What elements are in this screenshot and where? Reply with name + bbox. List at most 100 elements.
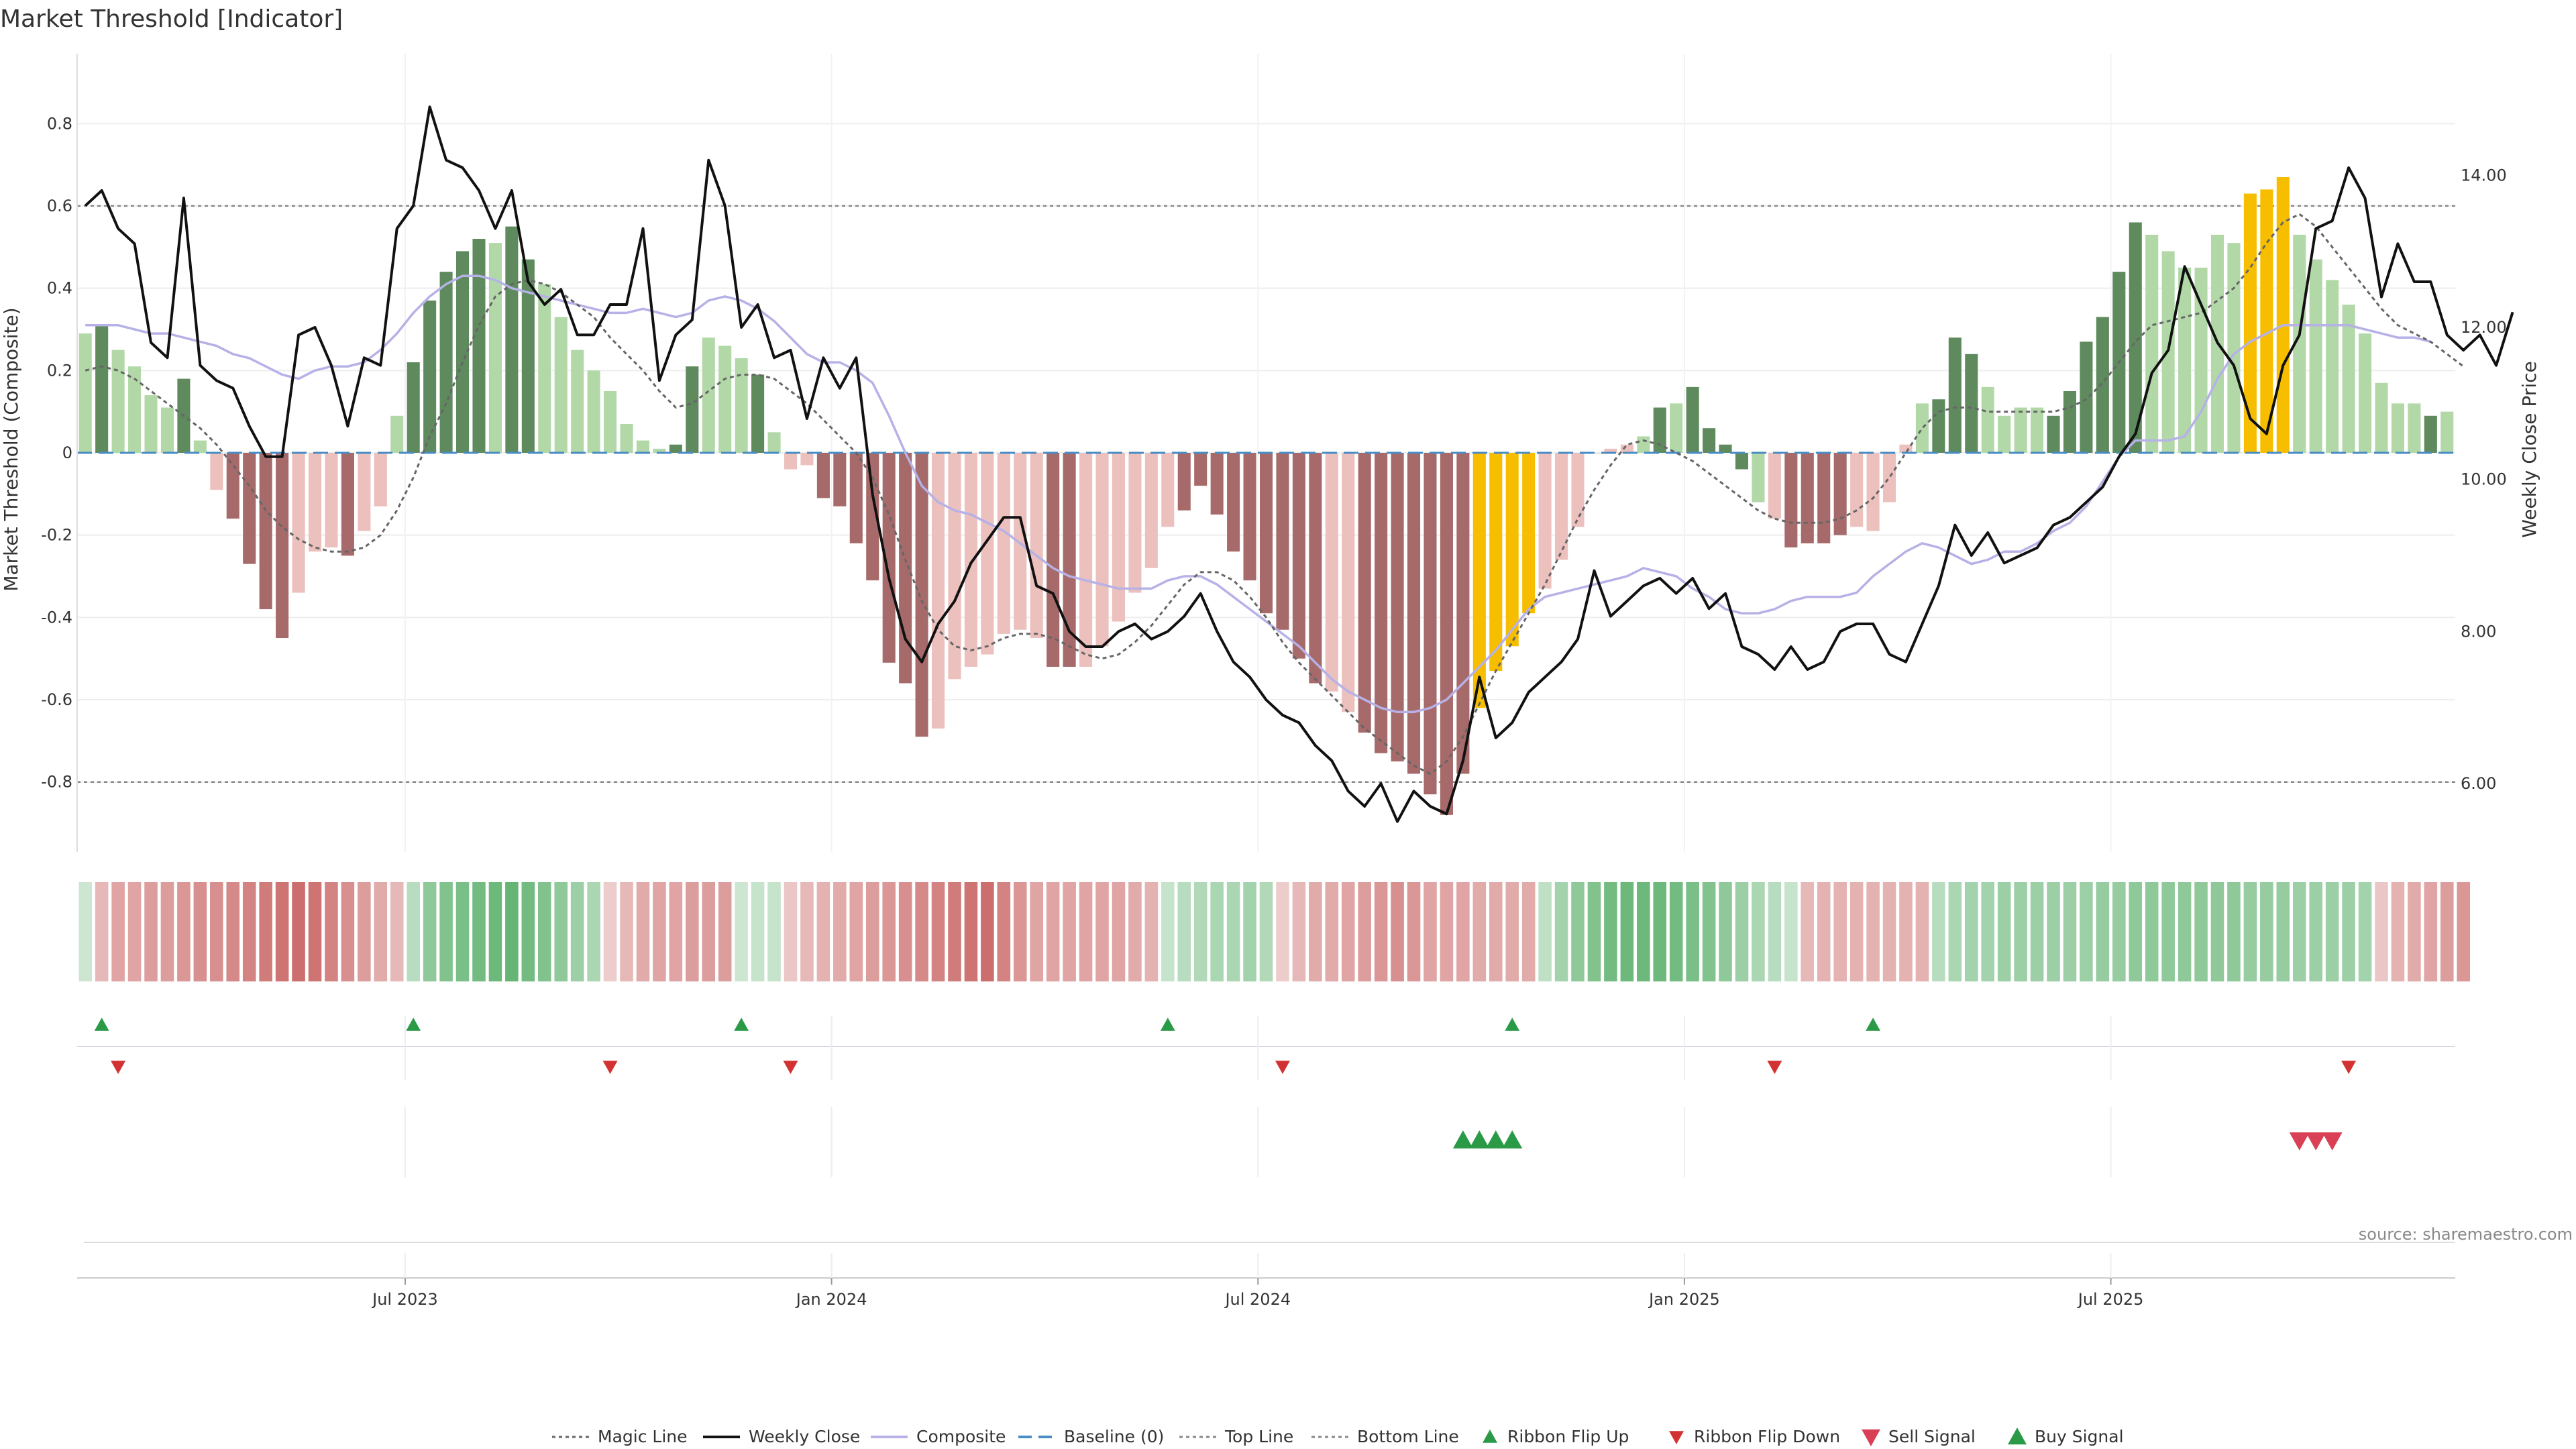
sell-signal-marker (2322, 1132, 2343, 1150)
composite-bar (1604, 448, 1617, 453)
composite-bar (1703, 428, 1716, 453)
composite-bar (899, 453, 912, 684)
composite-bar (2145, 234, 2159, 453)
ribbon-cell (1407, 882, 1421, 981)
ribbon-cell (1948, 882, 1962, 981)
composite-bar (111, 350, 125, 453)
ribbon-cell (1276, 882, 1289, 981)
composite-bar (1079, 453, 1093, 667)
composite-bar (2227, 243, 2241, 453)
ribbon-cell (882, 882, 896, 981)
ribbon-cell (488, 882, 502, 981)
composite-bar (1095, 453, 1109, 647)
composite-bar (571, 350, 584, 453)
ribbon-cell (2210, 882, 2224, 981)
ribbon-cell (554, 882, 568, 981)
composite-bar (144, 395, 158, 453)
composite-bar (374, 453, 387, 506)
composite-bar (1899, 444, 1913, 453)
ribbon-cell (2424, 882, 2438, 981)
ribbon-cell (1391, 882, 1404, 981)
x-tick-label: Jan 2025 (1648, 1290, 1720, 1309)
composite-bar (1276, 453, 1289, 630)
composite-bar (521, 259, 535, 453)
ribbon-cell (1292, 882, 1306, 981)
ribbon-flip-markers (77, 1016, 2455, 1080)
ribbon-cell (2145, 882, 2159, 981)
ribbon-cell (144, 882, 158, 981)
composite-bar (2243, 193, 2257, 453)
ribbon-cell (2325, 882, 2339, 981)
ribbon-flip-down-marker (1275, 1061, 1290, 1074)
composite-bar (800, 453, 814, 466)
ribbon-cell (1719, 882, 1732, 981)
chart-title: Market Threshold [Indicator] (0, 5, 343, 33)
composite-bar (1784, 453, 1798, 548)
ribbon-cell (2194, 882, 2208, 981)
legend-label: Bottom Line (1357, 1427, 1459, 1446)
ribbon-cell (1374, 882, 1388, 981)
buy-signal-marker (1485, 1130, 1506, 1148)
y-tick-label-right: 10.00 (2461, 470, 2507, 489)
buy-signal-marker (1469, 1130, 1490, 1148)
ribbon-cell (292, 882, 305, 981)
ribbon-cell (784, 882, 798, 981)
ribbon-cell (505, 882, 519, 981)
legend-label: Sell Signal (1888, 1427, 1976, 1446)
ribbon-cell (997, 882, 1011, 981)
sell-signal-marker (2306, 1132, 2326, 1150)
ribbon-cell (1866, 882, 1880, 981)
ribbon-cell (603, 882, 617, 981)
ribbon-cell (1932, 882, 1945, 981)
composite-bar (341, 453, 354, 556)
ribbon-cell (2014, 882, 2027, 981)
ribbon-cell (1915, 882, 1929, 981)
composite-bar (1752, 453, 1765, 502)
ribbon-cell (308, 882, 322, 981)
composite-bar (1719, 444, 1732, 453)
composite-bar (735, 358, 748, 453)
legend-label: Buy Signal (2035, 1427, 2124, 1446)
sell-signal-marker (2289, 1132, 2310, 1150)
composite-bar (1391, 453, 1404, 762)
ribbon-cell (1489, 882, 1503, 981)
ribbon-cell (2408, 882, 2421, 981)
ribbon-cell (2243, 882, 2257, 981)
composite-bar (1686, 386, 1699, 453)
buy-signal-marker (1502, 1130, 1523, 1148)
ribbon-cell (1079, 882, 1093, 981)
legend-swatch (1483, 1430, 1497, 1443)
legend-item-close: Weekly Close (703, 1427, 860, 1446)
ribbon-cell (1161, 882, 1175, 981)
legend-label: Weekly Close (749, 1427, 860, 1446)
ribbon-cell (2375, 882, 2388, 981)
ribbon-cell (358, 882, 371, 981)
legend-item-flipdown: Ribbon Flip Down (1669, 1427, 1840, 1446)
composite-bar (1555, 453, 1568, 560)
ribbon-cell (1341, 882, 1355, 981)
ribbon-cell (111, 882, 125, 981)
ribbon-cell (1604, 882, 1617, 981)
composite-bar (1620, 444, 1633, 453)
ribbon-cell (718, 882, 732, 981)
composite-bar (259, 453, 272, 610)
ribbon-cell (1882, 882, 1896, 981)
composite-bar (767, 432, 781, 453)
overlay-lines (77, 105, 2514, 823)
ribbon-cell (472, 882, 486, 981)
ribbon-cell (1505, 882, 1519, 981)
y-axis-label-left: Market Threshold (Composite) (0, 307, 22, 591)
composite-bar (636, 440, 650, 453)
ribbon-cell (1193, 882, 1208, 981)
composite-bar (2129, 222, 2142, 453)
composite-bar (2440, 411, 2454, 453)
ribbon-cell (1259, 882, 1273, 981)
ribbon-flip-down-marker (2341, 1061, 2357, 1074)
legend-swatch (2008, 1428, 2027, 1445)
ribbon-cell (2260, 882, 2273, 981)
ribbon-cell (1210, 882, 1224, 981)
x-tick-label: Jul 2025 (2077, 1290, 2144, 1309)
composite-bar (1342, 453, 1355, 712)
composite-bar (1505, 453, 1519, 647)
ribbon-cell (931, 882, 945, 981)
